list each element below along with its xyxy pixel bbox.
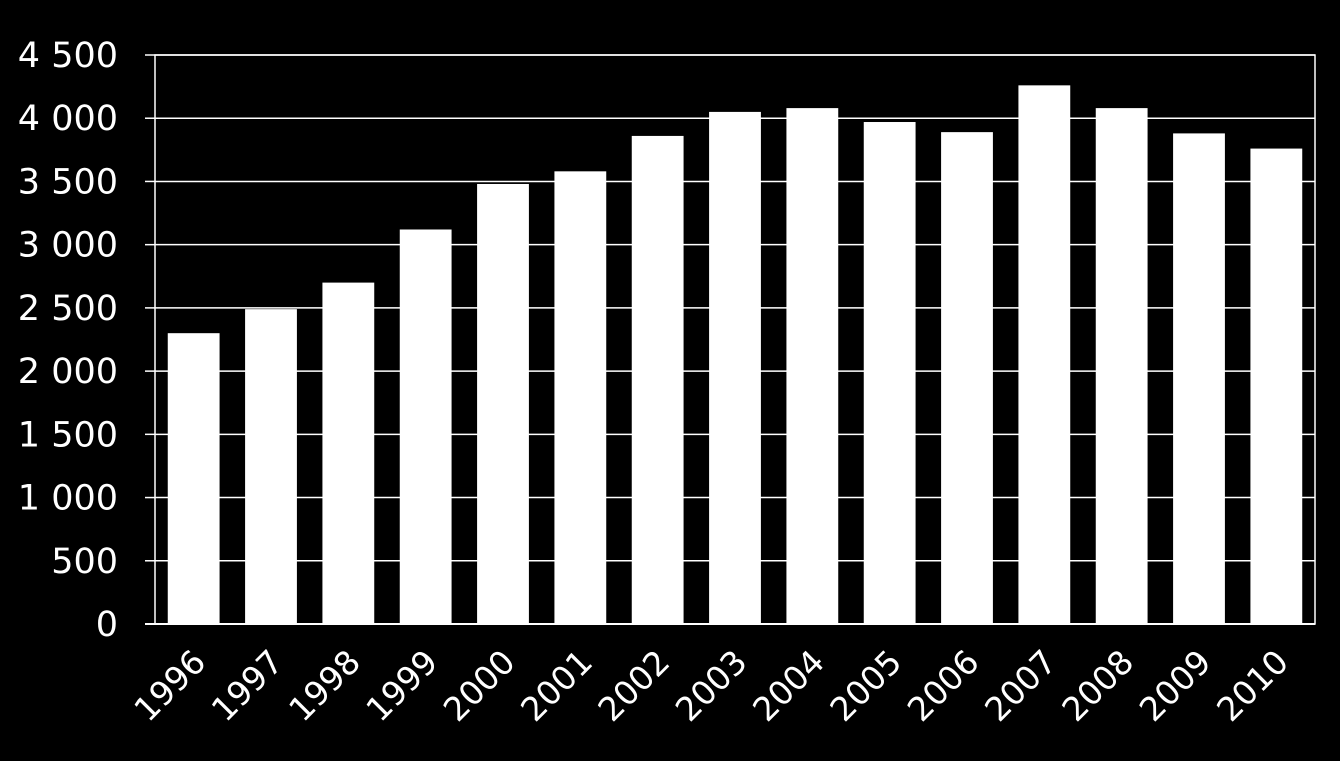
x-tick-label: 2002 — [590, 642, 677, 729]
bar-2009 — [1173, 133, 1225, 624]
y-tick-label: 4 000 — [18, 99, 118, 139]
y-tick-label: 4 500 — [18, 36, 118, 76]
y-tick-label: 1 000 — [18, 479, 118, 519]
y-axis-tick-labels: 0 500 1 000 1 500 2 000 2 500 3 000 3 500 4 000 4… — [18, 36, 118, 645]
bars — [167, 85, 1303, 624]
bar-2002 — [631, 135, 684, 624]
x-tick-label: 2006 — [900, 642, 987, 729]
bar-2004 — [786, 108, 839, 624]
y-tick-label: 2 500 — [18, 289, 118, 329]
y-tick-label: 500 — [51, 542, 118, 582]
bar-2006 — [941, 132, 993, 624]
y-tick-label: 0 — [96, 605, 118, 645]
bar-2005 — [863, 122, 916, 624]
bar-2008 — [1095, 108, 1148, 624]
y-tick-label: 2 000 — [18, 352, 118, 392]
x-tick-label: 2003 — [668, 642, 755, 729]
bar-2003 — [709, 111, 761, 624]
x-tick-label: 1999 — [358, 642, 445, 729]
x-tick-label: 2007 — [977, 642, 1064, 729]
x-tick-label: 2001 — [513, 642, 600, 729]
x-tick-label: 1998 — [281, 642, 368, 729]
bar-2010 — [1250, 148, 1303, 624]
x-tick-label: 2010 — [1209, 642, 1296, 729]
bar-1996 — [167, 333, 220, 624]
x-tick-label: 2009 — [1132, 642, 1219, 729]
bar-2007 — [1018, 85, 1071, 624]
bar-2001 — [554, 171, 607, 624]
x-axis-tick-labels: 1996199719981999200020012002200320042005… — [126, 642, 1296, 729]
bar-1998 — [322, 282, 375, 624]
y-tick-label: 3 000 — [18, 226, 118, 266]
bar-1997 — [245, 309, 297, 624]
y-tick-label: 1 500 — [18, 415, 118, 455]
x-tick-label: 2008 — [1054, 642, 1141, 729]
x-tick-label: 2000 — [436, 642, 523, 729]
bar-1999 — [399, 229, 452, 624]
plot-frame — [145, 54, 1316, 625]
x-tick-label: 1997 — [204, 642, 291, 729]
x-tick-label: 1996 — [126, 642, 213, 729]
x-tick-label: 2005 — [822, 642, 909, 729]
y-tick-label: 3 500 — [18, 162, 118, 202]
bar-2000 — [477, 183, 529, 624]
x-tick-label: 2004 — [745, 642, 832, 729]
